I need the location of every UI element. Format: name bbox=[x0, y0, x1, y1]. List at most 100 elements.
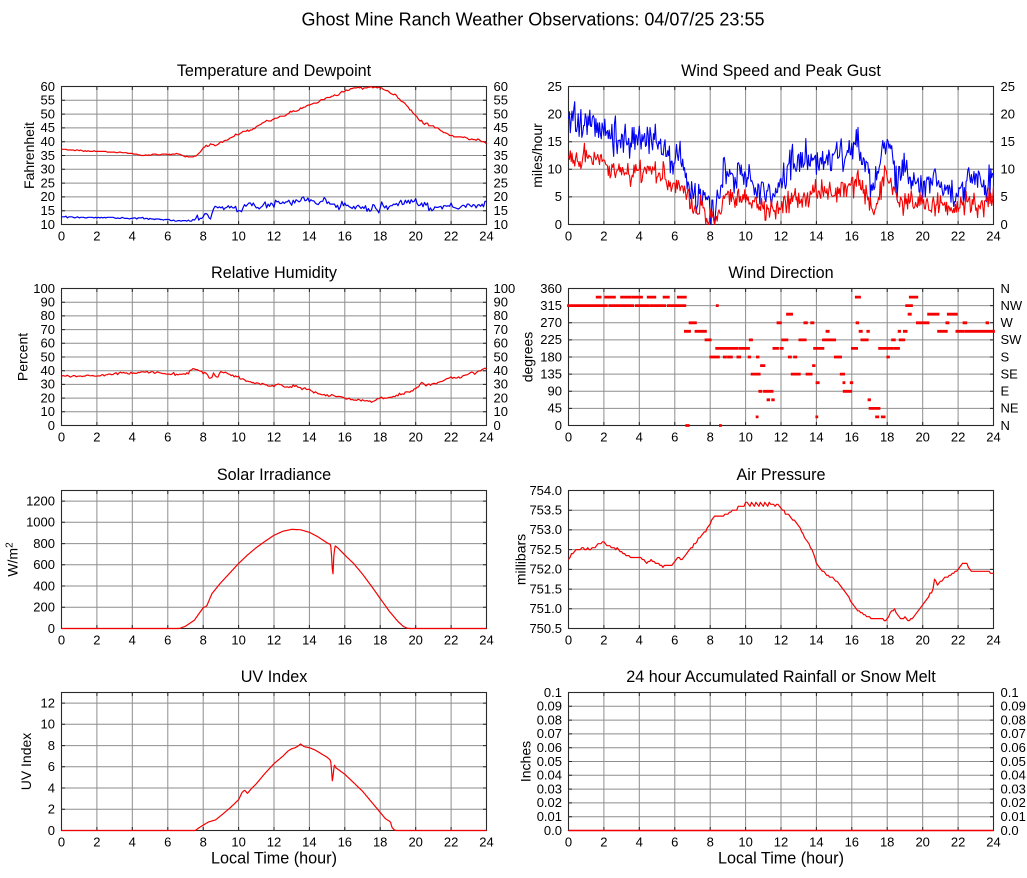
svg-text:SW: SW bbox=[1001, 332, 1023, 347]
svg-text:0: 0 bbox=[58, 835, 65, 850]
svg-text:0.08: 0.08 bbox=[1001, 712, 1026, 727]
svg-text:2: 2 bbox=[600, 633, 607, 648]
svg-text:10: 10 bbox=[41, 404, 55, 419]
svg-text:15: 15 bbox=[1001, 134, 1015, 149]
svg-text:0.07: 0.07 bbox=[537, 726, 562, 741]
svg-text:12: 12 bbox=[41, 695, 55, 710]
svg-text:40: 40 bbox=[41, 363, 55, 378]
svg-text:16: 16 bbox=[338, 430, 352, 445]
svg-text:25: 25 bbox=[494, 175, 508, 190]
svg-text:6: 6 bbox=[48, 759, 55, 774]
svg-text:2: 2 bbox=[600, 430, 607, 445]
svg-text:0.09: 0.09 bbox=[537, 699, 562, 714]
svg-text:6: 6 bbox=[164, 835, 171, 850]
svg-text:0: 0 bbox=[555, 418, 562, 433]
svg-text:4: 4 bbox=[636, 229, 643, 244]
svg-text:50: 50 bbox=[41, 349, 55, 364]
svg-text:0.08: 0.08 bbox=[537, 712, 562, 727]
svg-text:751.0: 751.0 bbox=[529, 601, 562, 616]
svg-text:14: 14 bbox=[302, 835, 316, 850]
svg-text:W/m2: W/m2 bbox=[5, 542, 21, 577]
svg-text:2: 2 bbox=[48, 802, 55, 817]
svg-text:12: 12 bbox=[774, 835, 788, 850]
svg-text:90: 90 bbox=[548, 384, 562, 399]
svg-text:22: 22 bbox=[444, 835, 458, 850]
svg-text:30: 30 bbox=[494, 162, 508, 177]
svg-text:70: 70 bbox=[494, 322, 508, 337]
svg-text:NW: NW bbox=[1001, 298, 1023, 313]
svg-text:16: 16 bbox=[338, 835, 352, 850]
svg-text:18: 18 bbox=[373, 835, 387, 850]
svg-text:18: 18 bbox=[880, 835, 894, 850]
svg-text:SE: SE bbox=[1001, 366, 1019, 381]
svg-text:35: 35 bbox=[41, 148, 55, 163]
svg-text:0.04: 0.04 bbox=[537, 768, 562, 783]
svg-text:35: 35 bbox=[494, 148, 508, 163]
svg-text:0: 0 bbox=[1001, 217, 1008, 232]
svg-text:55: 55 bbox=[41, 93, 55, 108]
svg-text:10: 10 bbox=[548, 162, 562, 177]
svg-text:24 hour Accumulated Rainfall o: 24 hour Accumulated Rainfall or Snow Mel… bbox=[626, 668, 936, 686]
svg-text:24: 24 bbox=[986, 835, 1000, 850]
svg-text:20: 20 bbox=[915, 633, 929, 648]
svg-text:0: 0 bbox=[48, 823, 55, 838]
svg-text:10: 10 bbox=[231, 633, 245, 648]
svg-text:4: 4 bbox=[636, 430, 643, 445]
svg-text:20: 20 bbox=[408, 430, 422, 445]
svg-text:4: 4 bbox=[129, 229, 136, 244]
svg-text:50: 50 bbox=[494, 106, 508, 121]
svg-text:600: 600 bbox=[33, 557, 55, 572]
svg-text:6: 6 bbox=[164, 430, 171, 445]
svg-text:12: 12 bbox=[774, 430, 788, 445]
svg-text:5: 5 bbox=[555, 189, 562, 204]
svg-text:0.0: 0.0 bbox=[1001, 823, 1019, 838]
svg-text:8: 8 bbox=[200, 430, 207, 445]
svg-text:22: 22 bbox=[951, 633, 965, 648]
svg-text:22: 22 bbox=[951, 229, 965, 244]
svg-text:UV Index: UV Index bbox=[241, 668, 308, 686]
svg-text:18: 18 bbox=[880, 430, 894, 445]
svg-text:0.06: 0.06 bbox=[1001, 740, 1026, 755]
svg-text:0.09: 0.09 bbox=[1001, 699, 1026, 714]
svg-text:16: 16 bbox=[845, 633, 859, 648]
svg-text:0: 0 bbox=[48, 418, 55, 433]
svg-text:753.5: 753.5 bbox=[529, 503, 562, 518]
svg-text:Wind Speed and Peak Gust: Wind Speed and Peak Gust bbox=[681, 62, 881, 80]
svg-text:14: 14 bbox=[809, 633, 823, 648]
svg-text:16: 16 bbox=[338, 229, 352, 244]
svg-text:4: 4 bbox=[48, 780, 55, 795]
svg-text:24: 24 bbox=[479, 835, 493, 850]
svg-text:24: 24 bbox=[986, 633, 1000, 648]
svg-text:12: 12 bbox=[267, 229, 281, 244]
svg-text:25: 25 bbox=[1001, 79, 1015, 94]
svg-text:10: 10 bbox=[738, 633, 752, 648]
svg-text:2: 2 bbox=[93, 229, 100, 244]
svg-text:754.0: 754.0 bbox=[529, 483, 562, 498]
svg-text:0: 0 bbox=[58, 430, 65, 445]
svg-text:753.0: 753.0 bbox=[529, 522, 562, 537]
svg-text:degrees: degrees bbox=[520, 332, 536, 383]
svg-text:0.01: 0.01 bbox=[537, 809, 562, 824]
svg-text:15: 15 bbox=[548, 134, 562, 149]
svg-text:Solar Irradiance: Solar Irradiance bbox=[217, 466, 331, 484]
svg-text:80: 80 bbox=[494, 308, 508, 323]
svg-text:UV Index: UV Index bbox=[18, 733, 34, 791]
svg-text:8: 8 bbox=[48, 738, 55, 753]
svg-text:45: 45 bbox=[548, 401, 562, 416]
svg-text:6: 6 bbox=[671, 430, 678, 445]
svg-text:752.5: 752.5 bbox=[529, 542, 562, 557]
svg-text:1000: 1000 bbox=[26, 515, 55, 530]
svg-text:0.02: 0.02 bbox=[1001, 795, 1026, 810]
svg-text:14: 14 bbox=[302, 633, 316, 648]
svg-text:2: 2 bbox=[600, 229, 607, 244]
svg-text:E: E bbox=[1001, 384, 1010, 399]
svg-text:60: 60 bbox=[494, 79, 508, 94]
svg-text:55: 55 bbox=[494, 93, 508, 108]
svg-text:400: 400 bbox=[33, 578, 55, 593]
svg-text:12: 12 bbox=[267, 430, 281, 445]
svg-text:18: 18 bbox=[880, 229, 894, 244]
svg-text:0: 0 bbox=[565, 633, 572, 648]
svg-text:0.06: 0.06 bbox=[537, 740, 562, 755]
svg-text:8: 8 bbox=[200, 229, 207, 244]
svg-text:24: 24 bbox=[479, 229, 493, 244]
